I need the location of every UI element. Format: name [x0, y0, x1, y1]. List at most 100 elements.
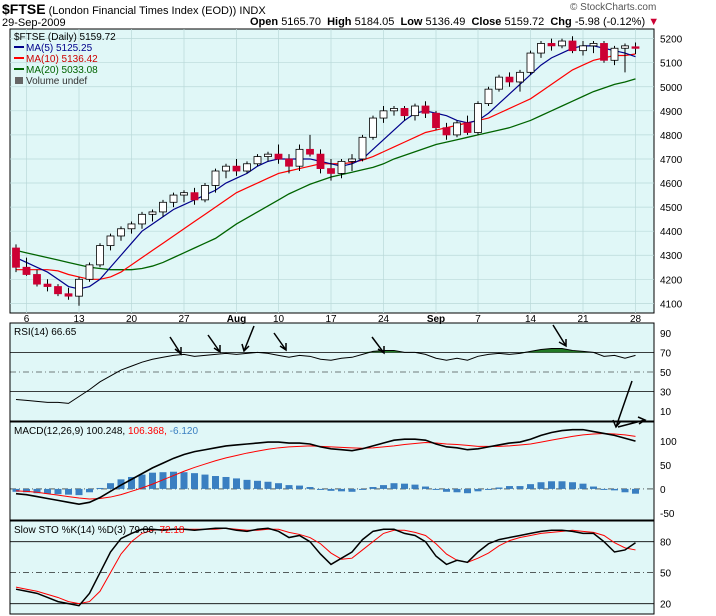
rsi-tick-label: 10 — [660, 407, 672, 418]
macd-hist-bar — [432, 488, 440, 490]
macd-hist-bar — [264, 481, 272, 489]
macd-hist-bar — [159, 472, 167, 489]
high-value: 5184.05 — [354, 16, 395, 28]
candle-body — [516, 71, 524, 83]
candle-body — [106, 235, 115, 247]
date-tick-label: 27 — [178, 314, 190, 325]
rsi-tick-label: 30 — [660, 388, 672, 399]
low-value: 5136.49 — [425, 16, 466, 28]
macd-signal-line — [15, 432, 636, 500]
symbol: $FTSE — [2, 1, 46, 17]
price-tick-label: 5200 — [660, 35, 683, 46]
date-tick-label: 6 — [24, 314, 30, 325]
candle-body — [211, 170, 220, 186]
candle-body — [579, 45, 587, 52]
price-tick-label: 4500 — [660, 203, 683, 214]
candle-body — [390, 108, 398, 112]
macd-hist-bar — [380, 485, 387, 489]
macd-hist-bar — [348, 488, 356, 492]
macd-hist-bar — [621, 488, 629, 493]
macd-hist-bar — [600, 488, 608, 490]
down-arrow-icon: ▼ — [648, 16, 660, 28]
macd-hist-bar — [44, 488, 51, 494]
rsi-label: RSI(14) 66.65 — [14, 327, 77, 338]
candle-body — [379, 110, 388, 119]
macd-hist-bar — [611, 488, 618, 491]
candle-body — [285, 158, 293, 167]
price-tick-label: 5100 — [660, 59, 683, 70]
date-tick-label: 17 — [325, 314, 337, 325]
ma5-line — [15, 45, 636, 290]
macd-hist-bar — [138, 474, 146, 489]
macd-hist-bar — [327, 488, 335, 491]
sto-label: Slow STO %K(14) %D(3) 79.06, 72.18 — [14, 525, 185, 536]
open-value: 5165.70 — [281, 16, 321, 28]
candle-body — [547, 43, 556, 47]
candle-body — [495, 76, 503, 90]
macd-hist-bar — [275, 483, 282, 489]
macd-hist-bar — [390, 483, 398, 489]
macd-hist-bar — [54, 488, 62, 495]
candle-body — [295, 148, 304, 167]
index-name: (London Financial Times Index (EOD)) — [48, 5, 237, 17]
candle-body — [180, 192, 188, 196]
date-tick-label: Aug — [227, 314, 246, 325]
macd-hist-bar — [149, 472, 156, 489]
macd-hist-bar — [474, 488, 482, 492]
candle-body — [453, 122, 461, 136]
annotation-arrows — [169, 324, 647, 429]
price-tick-label: 4100 — [660, 299, 683, 310]
candle-body — [327, 168, 335, 174]
candle-body — [484, 88, 493, 105]
price-tick-label: 4400 — [660, 227, 683, 238]
date-tick-label: 24 — [378, 314, 390, 325]
arrow-annotation-5 — [371, 336, 385, 355]
candle-body — [96, 245, 104, 266]
sto-k-line — [15, 527, 636, 607]
chg-label: Chg — [550, 16, 572, 28]
date-tick-label: 10 — [273, 314, 285, 325]
macd-hist-bar — [180, 472, 188, 489]
price-legend: $FTSE (Daily) 5159.72 MA(5) 5125.25 MA(1… — [14, 32, 116, 87]
candle-body — [75, 278, 83, 297]
macd-hist-bar — [485, 488, 492, 490]
macd-hist-bar — [12, 488, 20, 492]
candle-body — [159, 201, 167, 213]
candle-body — [232, 165, 241, 172]
macd-hist-bar — [306, 487, 314, 489]
arrow-annotation-7 — [612, 380, 633, 429]
ohlc-summary: Open 5165.70 High 5184.05 Low 5136.49 Cl… — [250, 16, 659, 28]
arrow-annotation-1 — [169, 336, 182, 356]
macd-hist-bar — [579, 483, 587, 489]
candle-body — [358, 136, 367, 160]
macd-hist-bar — [338, 488, 345, 492]
rsi-line — [15, 347, 636, 404]
macd-hist-bar — [411, 484, 419, 489]
candle-body — [537, 43, 545, 54]
chg-value: -5.98 (-0.12%) — [574, 16, 646, 28]
macd-tick-label: -50 — [660, 509, 675, 520]
candle-body — [12, 247, 20, 268]
close-label: Close — [471, 16, 502, 28]
macd-hist-bar — [285, 485, 293, 489]
arrow-annotation-2 — [207, 334, 221, 354]
macd-hist-bar — [443, 488, 450, 492]
candle-body — [369, 117, 377, 138]
candle-body — [33, 274, 41, 285]
legend-ma20: MA(20) 5033.08 — [26, 65, 98, 76]
price-plot — [12, 36, 640, 306]
candle-body — [411, 105, 419, 117]
macd-plot — [10, 428, 654, 506]
date-tick-label: 7 — [475, 314, 481, 325]
macd-hist-bar — [201, 474, 209, 489]
candle-body — [421, 105, 430, 114]
macd-hist-bar — [170, 471, 177, 489]
candle-body — [621, 45, 629, 49]
candle-body — [348, 158, 356, 162]
grid-lines — [10, 29, 654, 313]
low-label: Low — [400, 16, 423, 28]
open-label: Open — [250, 16, 279, 28]
macd-signal-value: 106.368, — [128, 426, 167, 437]
sto-tick-label: 50 — [660, 569, 672, 580]
arrow-annotation-4 — [273, 332, 287, 352]
